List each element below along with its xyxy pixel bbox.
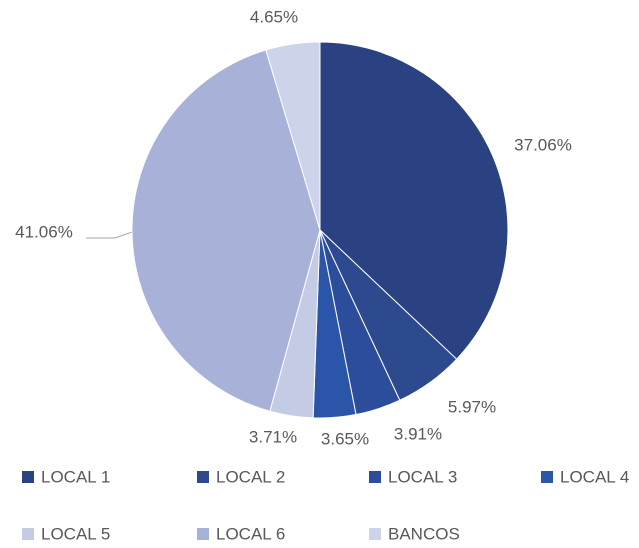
legend-swatch xyxy=(197,528,209,540)
pie-slice xyxy=(265,41,321,231)
data-label: 5.97% xyxy=(448,397,496,416)
pie-slice xyxy=(131,49,321,412)
legend-swatch xyxy=(541,471,553,483)
pie-slice xyxy=(319,41,509,360)
legend-label: LOCAL 3 xyxy=(388,467,457,486)
legend-swatch xyxy=(369,528,381,540)
data-label: 41.06% xyxy=(15,222,73,241)
leader-line xyxy=(86,231,133,239)
legend-label: LOCAL 1 xyxy=(41,467,110,486)
data-label: 37.06% xyxy=(514,135,572,154)
data-label: 3.91% xyxy=(394,424,442,443)
legend-label: LOCAL 6 xyxy=(216,524,285,543)
data-label: 4.65% xyxy=(250,7,298,26)
legend-label: LOCAL 4 xyxy=(560,467,629,486)
data-label: 3.65% xyxy=(321,429,369,448)
legend-swatch xyxy=(22,528,34,540)
legend-label: BANCOS xyxy=(388,524,460,543)
legend-swatch xyxy=(369,471,381,483)
legend-swatch xyxy=(22,471,34,483)
legend-swatch xyxy=(197,471,209,483)
legend-label: LOCAL 5 xyxy=(41,524,110,543)
data-label: 3.71% xyxy=(249,427,297,446)
legend-label: LOCAL 2 xyxy=(216,467,285,486)
